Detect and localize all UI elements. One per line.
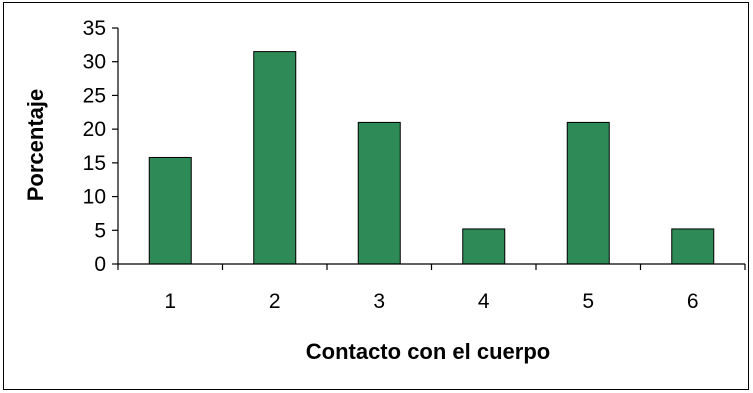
bar-1 [148,156,192,265]
x-ticks-group: 1 2 3 4 5 6 [117,264,746,313]
y-tick-label: 15 [83,152,106,175]
y-tick-label: 30 [83,51,106,74]
bar-2 [253,51,297,265]
y-tick-label: 20 [83,118,106,141]
y-tick-label: 35 [83,17,106,40]
bar-3 [357,121,401,265]
x-tick-label: 6 [687,290,699,313]
bar-6 [671,228,715,265]
bars-group [148,51,715,265]
x-tick-label: 4 [478,290,490,313]
x-tick-label: 1 [164,290,176,313]
x-tick-label: 2 [269,290,281,313]
bar-5 [566,121,610,265]
y-axis-title: Porcentaje [23,89,48,202]
bar-4 [462,228,506,265]
y-tick-label: 10 [83,186,106,209]
y-ticks-group: 0 5 10 15 20 25 30 35 [83,17,118,276]
x-tick-label: 3 [373,290,385,313]
y-tick-label: 5 [94,219,106,242]
x-tick-label: 5 [582,290,594,313]
y-tick-label: 0 [94,253,106,276]
y-tick-label: 25 [83,84,106,107]
x-axis-title: Contacto con el cuerpo [306,339,550,364]
